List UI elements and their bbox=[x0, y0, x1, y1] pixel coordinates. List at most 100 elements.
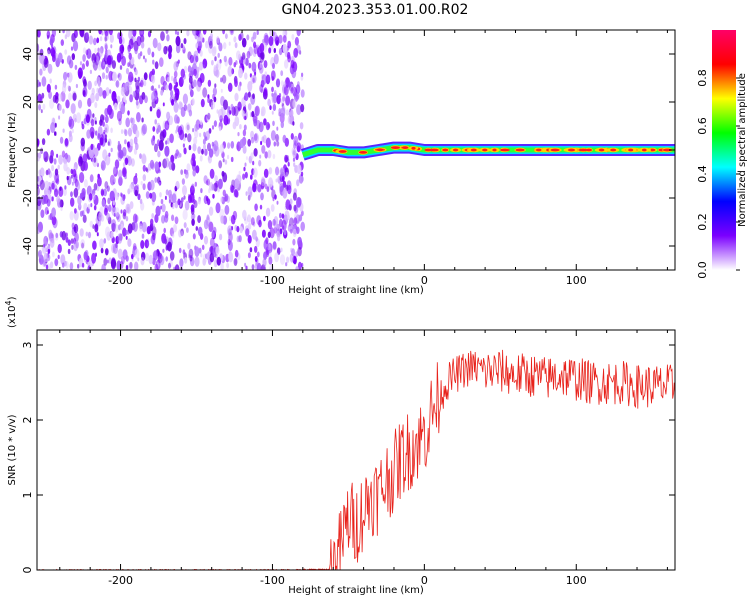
noise-blob bbox=[39, 167, 45, 177]
noise-blob bbox=[160, 75, 165, 86]
noise-blob bbox=[279, 254, 286, 265]
track-core-hot bbox=[470, 148, 477, 152]
noise-blob bbox=[99, 36, 103, 42]
noise-blob bbox=[65, 99, 70, 109]
track-core-hot bbox=[628, 148, 634, 152]
track-core-hot bbox=[376, 148, 384, 152]
noise-blob bbox=[247, 138, 252, 147]
noise-blob bbox=[205, 136, 208, 141]
noise-blob bbox=[145, 191, 150, 199]
noise-blob bbox=[272, 218, 276, 226]
noise-blob bbox=[233, 36, 237, 43]
noise-blob bbox=[138, 223, 143, 232]
noise-blob bbox=[192, 233, 196, 240]
noise-blob bbox=[130, 158, 135, 167]
noise-blob bbox=[287, 115, 293, 125]
noise-blob bbox=[141, 221, 147, 233]
track-core-hot bbox=[663, 148, 672, 152]
snr-ylabel: SNR (10 * v/v) bbox=[7, 414, 18, 485]
noise-blob bbox=[65, 232, 68, 238]
noise-blob bbox=[186, 163, 191, 172]
noise-blob bbox=[200, 253, 203, 258]
noise-blob bbox=[70, 174, 73, 179]
noise-blob bbox=[97, 176, 102, 187]
noise-blob bbox=[49, 38, 54, 46]
noise-blob bbox=[151, 51, 155, 58]
noise-blob bbox=[168, 199, 171, 204]
noise-blob bbox=[184, 257, 188, 264]
noise-blob bbox=[252, 160, 255, 166]
noise-blob bbox=[203, 175, 208, 184]
noise-blob bbox=[296, 179, 300, 187]
noise-blob bbox=[163, 45, 168, 55]
noise-blob bbox=[52, 54, 56, 63]
noise-blob bbox=[152, 59, 155, 65]
noise-blob bbox=[177, 125, 183, 136]
noise-blob bbox=[234, 249, 239, 258]
noise-blob bbox=[174, 95, 178, 103]
noise-blob bbox=[125, 216, 129, 222]
noise-blob bbox=[215, 246, 220, 256]
noise-blob bbox=[160, 31, 165, 42]
noise-blob bbox=[158, 84, 161, 89]
track-core-hot bbox=[482, 148, 488, 152]
noise-blob bbox=[296, 30, 301, 37]
noise-blob bbox=[159, 192, 162, 198]
noise-blob bbox=[96, 232, 99, 237]
track-core-hot bbox=[442, 148, 449, 152]
noise-blob bbox=[97, 134, 100, 140]
noise-blob bbox=[244, 216, 249, 225]
noise-blob bbox=[209, 237, 215, 248]
noise-blob bbox=[54, 131, 57, 136]
noise-blob bbox=[287, 184, 292, 195]
noise-blob bbox=[297, 246, 302, 257]
noise-blob bbox=[292, 228, 297, 238]
noise-blob bbox=[186, 30, 190, 37]
noise-blob bbox=[166, 34, 170, 42]
noise-blob bbox=[236, 50, 241, 60]
noise-blob bbox=[252, 93, 255, 100]
noise-blob bbox=[300, 171, 304, 177]
noise-blob bbox=[258, 64, 264, 74]
noise-blob bbox=[247, 103, 252, 111]
noise-blob bbox=[173, 76, 177, 85]
noise-blob bbox=[71, 128, 74, 134]
noise-blob bbox=[120, 192, 123, 197]
noise-blob bbox=[239, 226, 243, 234]
noise-blob bbox=[233, 105, 239, 117]
spectrogram-ytick-label: 0 bbox=[21, 147, 34, 154]
noise-blob bbox=[188, 195, 192, 204]
snr-series-line bbox=[37, 349, 675, 570]
noise-blob bbox=[165, 256, 168, 262]
noise-blob bbox=[135, 100, 139, 106]
noise-blob bbox=[187, 242, 191, 250]
noise-blob bbox=[46, 128, 51, 136]
noise-blob bbox=[208, 206, 214, 216]
noise-blob bbox=[291, 68, 297, 79]
noise-blob bbox=[190, 204, 195, 213]
track-core-hot bbox=[598, 148, 605, 152]
noise-blob bbox=[62, 108, 65, 114]
noise-blob bbox=[85, 32, 89, 39]
snr-multiplier-close: ) bbox=[7, 296, 18, 300]
noise-blob bbox=[274, 36, 280, 46]
noise-blob bbox=[183, 222, 187, 229]
noise-blob bbox=[45, 264, 49, 270]
noise-blob bbox=[140, 30, 144, 35]
noise-blob bbox=[298, 174, 304, 184]
noise-blob bbox=[49, 237, 55, 248]
noise-blob bbox=[285, 262, 288, 267]
noise-blob bbox=[244, 262, 247, 267]
noise-blob bbox=[293, 217, 298, 225]
noise-blob bbox=[47, 63, 53, 74]
noise-blob bbox=[277, 234, 281, 242]
noise-blob bbox=[108, 257, 112, 264]
noise-blob bbox=[200, 98, 205, 108]
noise-blob bbox=[48, 91, 52, 99]
snr-ytick-label: 0 bbox=[21, 567, 34, 574]
noise-blob bbox=[159, 131, 165, 142]
noise-blob bbox=[56, 153, 59, 158]
noise-blob bbox=[160, 89, 164, 96]
noise-blob bbox=[212, 87, 217, 96]
